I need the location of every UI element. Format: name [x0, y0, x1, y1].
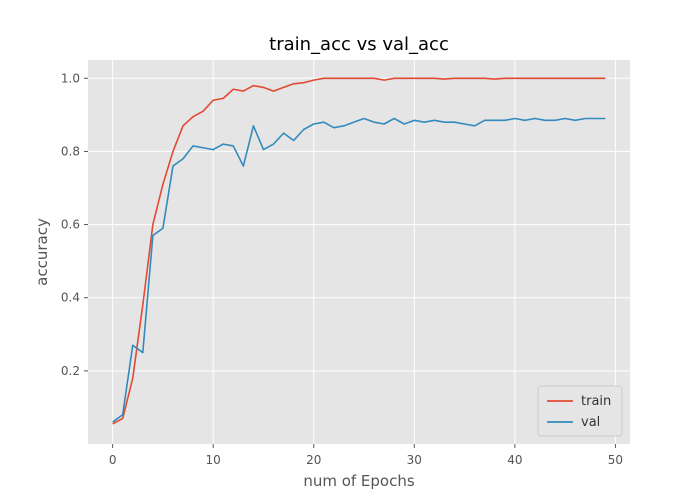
series-line-train	[112, 77, 606, 425]
x-tick-label: 0	[109, 453, 117, 467]
series-layer	[112, 77, 606, 425]
y-tick-label: 0.4	[61, 291, 80, 305]
plot-area	[88, 60, 630, 444]
legend-label-train: train	[581, 394, 611, 409]
x-tick-label: 40	[507, 453, 522, 467]
series-line-val	[112, 117, 606, 423]
legend: train val	[537, 385, 623, 437]
chart-title: train_acc vs val_acc	[269, 34, 449, 55]
x-tick-label: 50	[608, 453, 623, 467]
x-axis-label: num of Epochs	[303, 472, 415, 490]
y-tick-label: 0.6	[61, 218, 80, 232]
x-tick-label: 10	[206, 453, 221, 467]
y-tick-label: 0.2	[61, 364, 80, 378]
axis-ticks: 0 10 20 30 40 50 0.2 0.4 0.6 0.8 1.0	[61, 71, 623, 467]
legend-label-val: val	[581, 415, 600, 430]
y-tick-label: 1.0	[61, 71, 80, 85]
y-axis-label: accuracy	[33, 218, 51, 286]
x-tick-label: 20	[306, 453, 321, 467]
legend-box	[537, 385, 623, 437]
y-tick-label: 0.8	[61, 144, 80, 158]
x-tick-label: 30	[407, 453, 422, 467]
